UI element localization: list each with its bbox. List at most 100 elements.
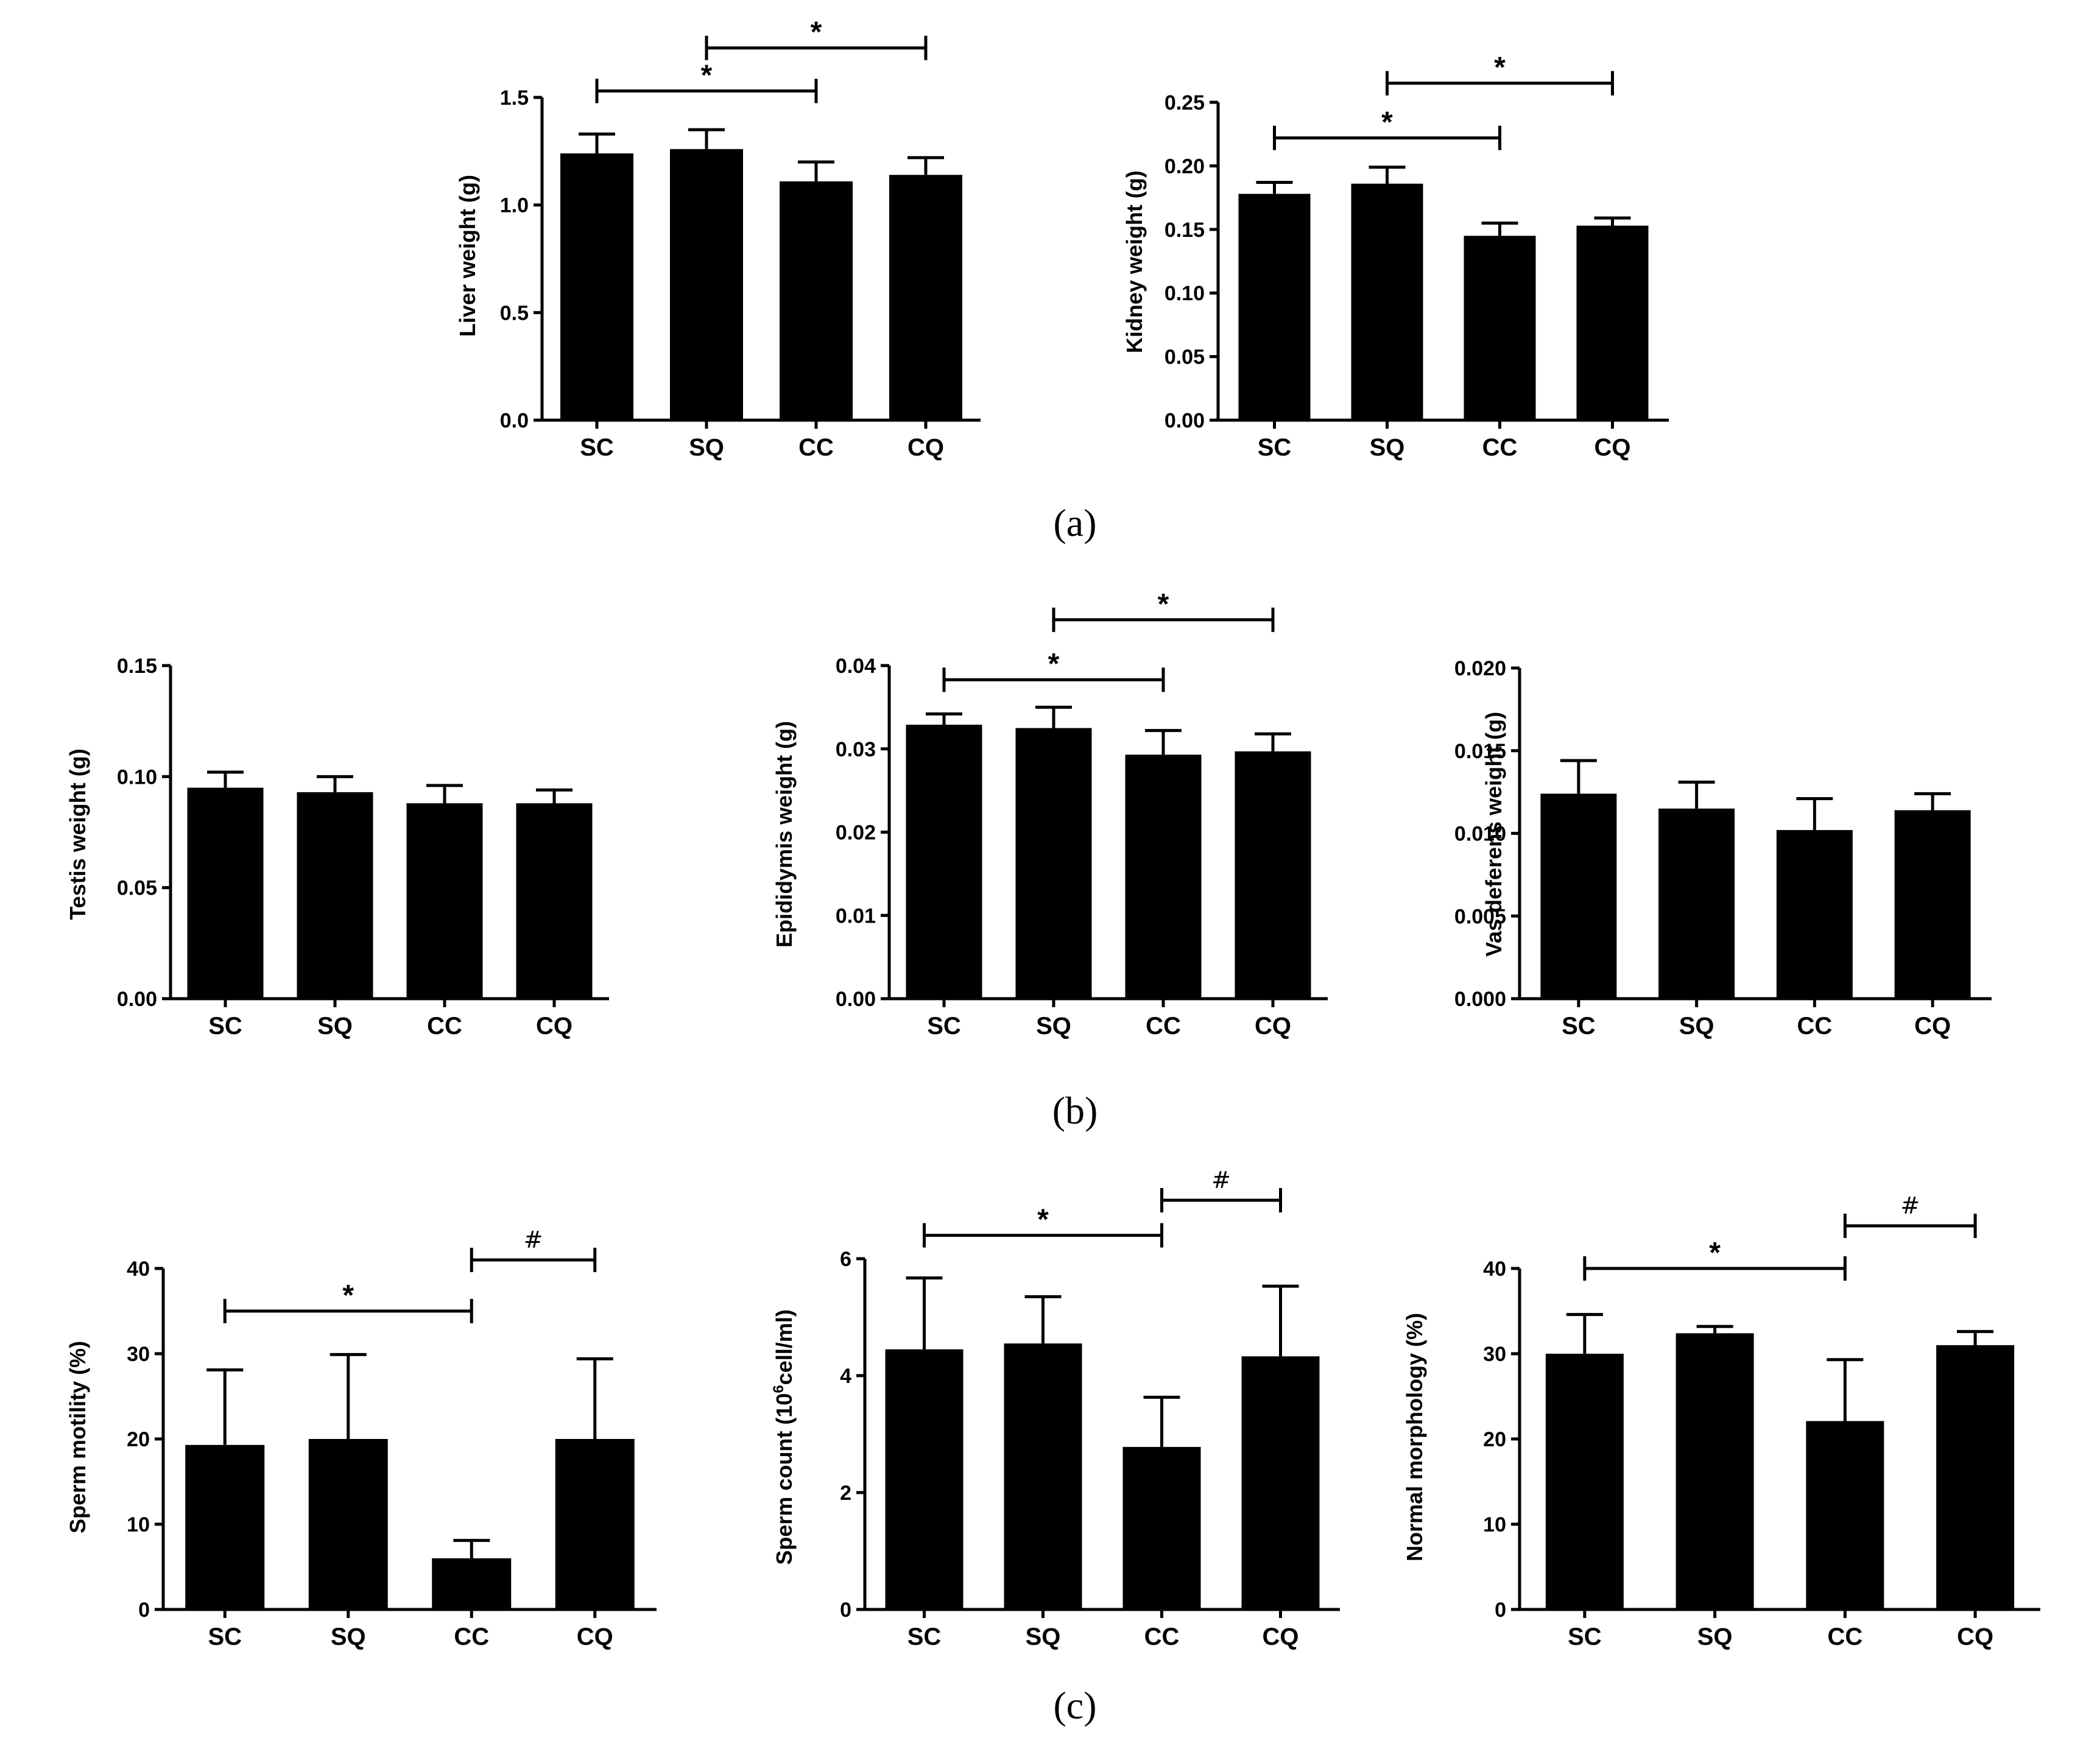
bar-cq: [1576, 225, 1649, 420]
y-tick-label: 0: [138, 1599, 150, 1622]
bar-sc: [906, 725, 982, 999]
significance-star: *: [1048, 648, 1060, 680]
y-tick-label: 30: [1483, 1343, 1506, 1366]
panel-label-a: (a): [1053, 501, 1096, 544]
bar-cq: [1241, 1356, 1320, 1609]
y-tick-label: 0.03: [836, 738, 876, 761]
y-tick-label: 0.05: [117, 877, 157, 900]
x-tick-label-sq: SQ: [317, 1013, 353, 1039]
x-tick-label-cq: CQ: [1594, 434, 1631, 461]
x-tick-label-sq: SQ: [1026, 1623, 1061, 1650]
y-tick-label: 1.0: [500, 194, 529, 217]
bar-cc: [780, 181, 853, 420]
x-tick-label-sc: SC: [580, 434, 614, 461]
y-axis-label: Sperm motility (%): [65, 1341, 90, 1533]
x-tick-label-cq: CQ: [1263, 1623, 1299, 1650]
bar-cq: [1235, 751, 1311, 999]
bar-sc: [1238, 194, 1311, 420]
chart-count: 0 2 4 6 SC SQ CC CQ Sperm count (106cell/ml) * #: [770, 1167, 1340, 1650]
chart-testis: 0.00 0.05 0.10 0.15 SC SQ CC CQ Testis weight (g…: [65, 655, 609, 1039]
x-tick-label-cc: CC: [427, 1013, 462, 1039]
significance-hash: #: [1900, 1192, 1920, 1219]
y-tick-label: 20: [1483, 1428, 1506, 1451]
x-tick-label-cq: CQ: [577, 1623, 613, 1650]
y-tick-label: 0: [840, 1599, 851, 1622]
y-tick-label: 0.10: [1165, 282, 1205, 305]
x-tick-label-cq: CQ: [1914, 1013, 1951, 1039]
bar-cq: [889, 175, 962, 420]
bar-sc: [1540, 793, 1617, 999]
chart-vas: 0.000 0.005 0.010 0.015 0.020 SC SQ CC CQ Vas def…: [1454, 657, 1992, 1039]
chart-kidney: 0.00 0.05 0.10 0.15 0.20 0.25 SC SQ CC CQ Kidney w…: [1122, 52, 1669, 461]
y-axis-label: Vas deferens weight (g): [1481, 712, 1506, 957]
y-tick-label: 0.000: [1454, 988, 1506, 1011]
x-tick-label-sq: SQ: [1697, 1623, 1733, 1650]
y-tick-label: 10: [1483, 1513, 1506, 1536]
y-tick-label: 2: [840, 1482, 851, 1505]
x-tick-label-sq: SQ: [331, 1623, 366, 1650]
bar-cq: [516, 803, 593, 999]
bar-sq: [670, 149, 743, 421]
bar-cq: [1936, 1345, 2015, 1609]
significance-star: *: [1381, 106, 1393, 138]
y-tick-label: 0: [1495, 1599, 1506, 1622]
significance-hash: #: [524, 1226, 543, 1253]
significance-star: *: [342, 1279, 354, 1312]
significance-star: *: [1037, 1204, 1049, 1236]
y-axis-label: Normal morphology (%): [1402, 1313, 1427, 1561]
bar-sc: [187, 787, 264, 999]
y-tick-label: 0.005: [1454, 905, 1506, 928]
y-axis-label: Liver weight (g): [455, 175, 480, 337]
y-tick-label: 0.0: [500, 409, 529, 432]
bar-cc: [1776, 830, 1853, 999]
x-tick-label-cc: CC: [1144, 1623, 1180, 1650]
bar-cc: [1122, 1447, 1201, 1609]
x-tick-label-cc: CC: [1827, 1623, 1862, 1650]
y-tick-label: 0.15: [117, 655, 157, 678]
x-tick-label-sq: SQ: [1679, 1013, 1714, 1039]
bar-cc: [1464, 236, 1536, 420]
bar-sq: [1658, 808, 1735, 999]
significance-star: *: [701, 59, 713, 91]
x-tick-label-sc: SC: [907, 1623, 942, 1650]
y-axis-label: Sperm count (106cell/ml): [770, 1309, 797, 1564]
y-tick-label: 0.5: [500, 301, 529, 325]
y-tick-label: 0.020: [1454, 657, 1506, 680]
chart-morphology: 0 10 20 30 40 SC SQ CC CQ Normal morphology (%) * #: [1402, 1192, 2040, 1650]
x-tick-label-sq: SQ: [1036, 1013, 1071, 1039]
y-tick-label: 0.15: [1165, 219, 1205, 242]
panel-label-b: (b): [1052, 1089, 1098, 1132]
x-tick-label-sc: SC: [927, 1013, 961, 1039]
x-tick-label-sq: SQ: [1370, 434, 1405, 461]
y-tick-label: 40: [127, 1257, 150, 1281]
x-tick-label-sq: SQ: [689, 434, 724, 461]
y-tick-label: 1.5: [500, 86, 529, 110]
y-axis-label: Testis weight (g): [65, 748, 90, 920]
bar-cc: [1806, 1421, 1884, 1609]
x-tick-label-cc: CC: [454, 1623, 489, 1650]
y-tick-label: 0.010: [1454, 823, 1506, 846]
x-tick-label-sc: SC: [1568, 1623, 1602, 1650]
x-tick-label-cc: CC: [1482, 434, 1518, 461]
bar-sq: [1351, 183, 1423, 420]
x-tick-label-sc: SC: [1258, 434, 1292, 461]
x-tick-label-cq: CQ: [907, 434, 944, 461]
bar-cc: [1125, 754, 1202, 999]
y-tick-label: 0.20: [1165, 155, 1205, 178]
y-tick-label: 0.00: [117, 988, 157, 1011]
significance-star: *: [1158, 588, 1169, 621]
x-tick-label-cc: CC: [798, 434, 834, 461]
chart-epididymis: 0.00 0.01 0.02 0.03 0.04 SC SQ CC CQ Epididymis w…: [772, 588, 1328, 1039]
y-axis-label: Epididymis weight (g): [772, 721, 797, 948]
y-tick-label: 0.10: [117, 765, 157, 789]
significance-star: *: [1494, 52, 1506, 84]
y-tick-label: 0.00: [836, 988, 876, 1011]
x-tick-label-cq: CQ: [536, 1013, 573, 1039]
chart-motility: 0 10 20 30 40 SC SQ CC CQ Sperm motility (%) * #: [65, 1226, 657, 1650]
bar-sc: [885, 1349, 964, 1609]
bar-sc: [1545, 1354, 1624, 1609]
bar-sq: [1015, 728, 1092, 999]
significance-star: *: [1709, 1237, 1721, 1269]
y-tick-label: 0.01: [836, 904, 876, 927]
